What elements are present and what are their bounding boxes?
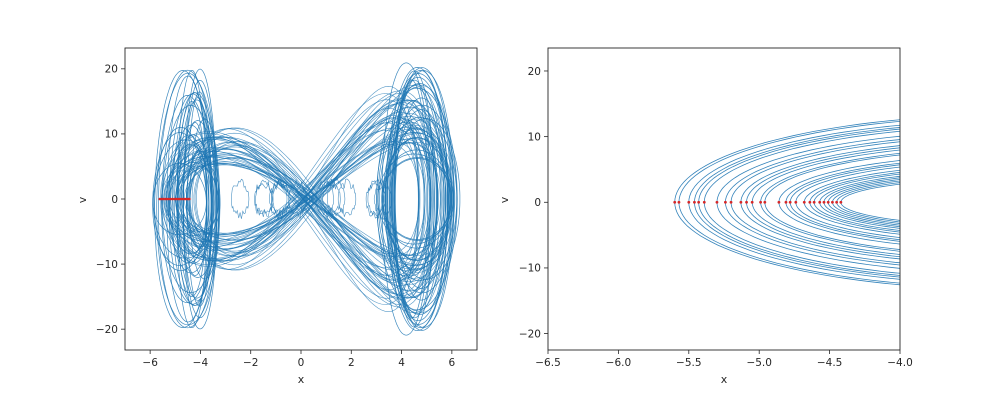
x-tick-label: −6.5 bbox=[535, 357, 561, 369]
y-tick-label: 20 bbox=[105, 64, 118, 76]
y-tick-label: −20 bbox=[519, 328, 541, 340]
right-phase-portrait-zoom: −6.5 −6.0 −5.5 −5.0 −4.5 −4.0 −20 −10 0 10 20 x v bbox=[498, 47, 913, 386]
poincare-point bbox=[188, 197, 191, 201]
poincare-point bbox=[171, 197, 175, 201]
poincare-point bbox=[715, 200, 719, 204]
x-tick-label: −6 bbox=[142, 357, 158, 369]
trajectory-wiggle bbox=[254, 182, 273, 217]
trajectory-loop bbox=[386, 104, 458, 294]
poincare-point bbox=[802, 200, 806, 204]
poincare-point bbox=[673, 200, 677, 204]
x-tick-label: −4.5 bbox=[817, 357, 843, 369]
y-tick-label: −10 bbox=[519, 263, 541, 275]
right-x-axis-label: x bbox=[721, 373, 728, 386]
trajectory-loop bbox=[394, 97, 448, 301]
poincare-point bbox=[724, 200, 727, 204]
poincare-point bbox=[750, 200, 754, 204]
trajectory-crossing bbox=[194, 112, 442, 286]
y-tick-label: 20 bbox=[528, 66, 541, 78]
poincare-point bbox=[179, 197, 182, 201]
poincare-point bbox=[739, 200, 743, 204]
poincare-point bbox=[677, 200, 681, 204]
trajectory-wiggle bbox=[255, 179, 274, 217]
x-tick-label: −4 bbox=[193, 357, 209, 369]
trajectory-crossing bbox=[195, 106, 442, 292]
poincare-point bbox=[759, 200, 763, 204]
trajectory-wiggle bbox=[271, 179, 290, 219]
right-y-axis-label: v bbox=[498, 196, 511, 203]
right-axes-frame bbox=[547, 47, 901, 351]
poincare-point bbox=[826, 200, 830, 204]
trajectory-wiggle bbox=[230, 178, 250, 219]
trajectory-wiggle bbox=[365, 180, 384, 218]
poincare-point bbox=[745, 200, 748, 204]
poincare-point bbox=[788, 200, 792, 204]
poincare-point bbox=[794, 200, 798, 204]
poincare-point bbox=[831, 200, 834, 204]
trajectory-loop bbox=[377, 122, 432, 276]
poincare-point bbox=[784, 200, 788, 204]
x-tick-label: 2 bbox=[348, 357, 355, 369]
right-ticks: −6.5 −6.0 −5.5 −5.0 −4.5 −4.0 −20 −10 0 10 20 bbox=[519, 66, 913, 369]
x-tick-label: −4.0 bbox=[887, 357, 913, 369]
y-tick-label: −20 bbox=[96, 324, 118, 336]
trajectory-loop bbox=[376, 118, 432, 280]
left-poincare-points bbox=[158, 197, 191, 201]
trajectory-loop bbox=[394, 79, 428, 319]
poincare-point bbox=[763, 200, 767, 204]
trajectory-loop bbox=[390, 126, 438, 272]
x-tick-label: 0 bbox=[298, 357, 305, 369]
x-tick-label: 4 bbox=[398, 357, 405, 369]
poincare-point bbox=[687, 200, 691, 204]
poincare-point bbox=[165, 197, 169, 201]
x-tick-label: 6 bbox=[449, 357, 456, 369]
poincare-point bbox=[702, 200, 706, 204]
poincare-point bbox=[818, 200, 822, 204]
poincare-point bbox=[822, 200, 826, 204]
trajectory-wiggle bbox=[373, 179, 393, 221]
left-x-axis-label: x bbox=[298, 373, 305, 386]
trajectory-crossing bbox=[191, 93, 431, 305]
x-tick-label: −2 bbox=[243, 357, 258, 369]
x-tick-label: −5.5 bbox=[676, 357, 702, 369]
y-tick-label: 0 bbox=[534, 197, 541, 209]
right-poincare-points bbox=[673, 200, 843, 204]
poincare-point bbox=[835, 200, 839, 204]
x-tick-label: −6.0 bbox=[606, 357, 632, 369]
trajectory-loop bbox=[154, 70, 212, 328]
poincare-point bbox=[169, 197, 173, 201]
poincare-point bbox=[839, 200, 843, 204]
poincare-point bbox=[697, 200, 701, 204]
trajectory-loop bbox=[384, 137, 449, 261]
trajectory-wiggle bbox=[288, 179, 307, 220]
y-tick-label: 0 bbox=[111, 194, 118, 206]
poincare-point bbox=[693, 200, 696, 204]
poincare-point bbox=[161, 197, 165, 201]
y-tick-label: 10 bbox=[528, 131, 541, 143]
poincare-point bbox=[808, 200, 812, 204]
y-tick-label: −10 bbox=[96, 259, 118, 271]
trajectory-wiggle bbox=[269, 180, 288, 219]
trajectory-loop bbox=[156, 72, 220, 326]
trajectory-wiggle bbox=[315, 180, 334, 216]
poincare-point bbox=[777, 200, 781, 204]
poincare-point bbox=[175, 197, 178, 201]
poincare-point bbox=[729, 200, 733, 204]
trajectory-wiggle bbox=[322, 178, 341, 219]
x-tick-label: −5.0 bbox=[746, 357, 772, 369]
left-y-axis-label: v bbox=[76, 196, 89, 203]
poincare-point bbox=[812, 200, 816, 204]
y-tick-label: 10 bbox=[105, 129, 118, 141]
poincare-point bbox=[184, 197, 188, 201]
trajectory-wiggle bbox=[337, 178, 357, 217]
